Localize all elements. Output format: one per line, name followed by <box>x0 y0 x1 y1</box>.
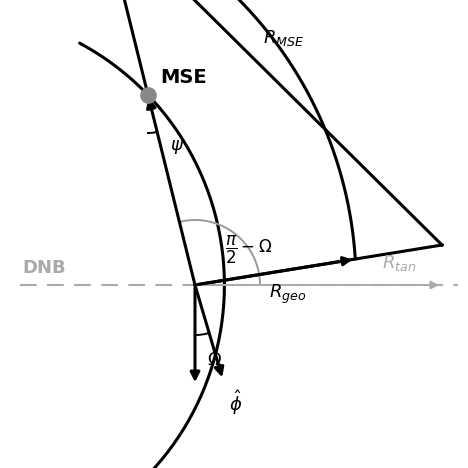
Text: $\dfrac{\pi}{2} - \Omega$: $\dfrac{\pi}{2} - \Omega$ <box>225 234 272 266</box>
Text: DNB: DNB <box>22 259 66 277</box>
Text: $R_{geo}$: $R_{geo}$ <box>269 283 307 306</box>
Text: $\Omega$: $\Omega$ <box>207 351 222 369</box>
Text: MSE: MSE <box>160 68 207 87</box>
Text: $\hat{\phi}$: $\hat{\phi}$ <box>229 388 242 417</box>
Text: $R_{tan}$: $R_{tan}$ <box>382 253 417 273</box>
Text: $\psi$: $\psi$ <box>170 138 184 156</box>
Text: $R_{MSE}$: $R_{MSE}$ <box>263 28 304 48</box>
